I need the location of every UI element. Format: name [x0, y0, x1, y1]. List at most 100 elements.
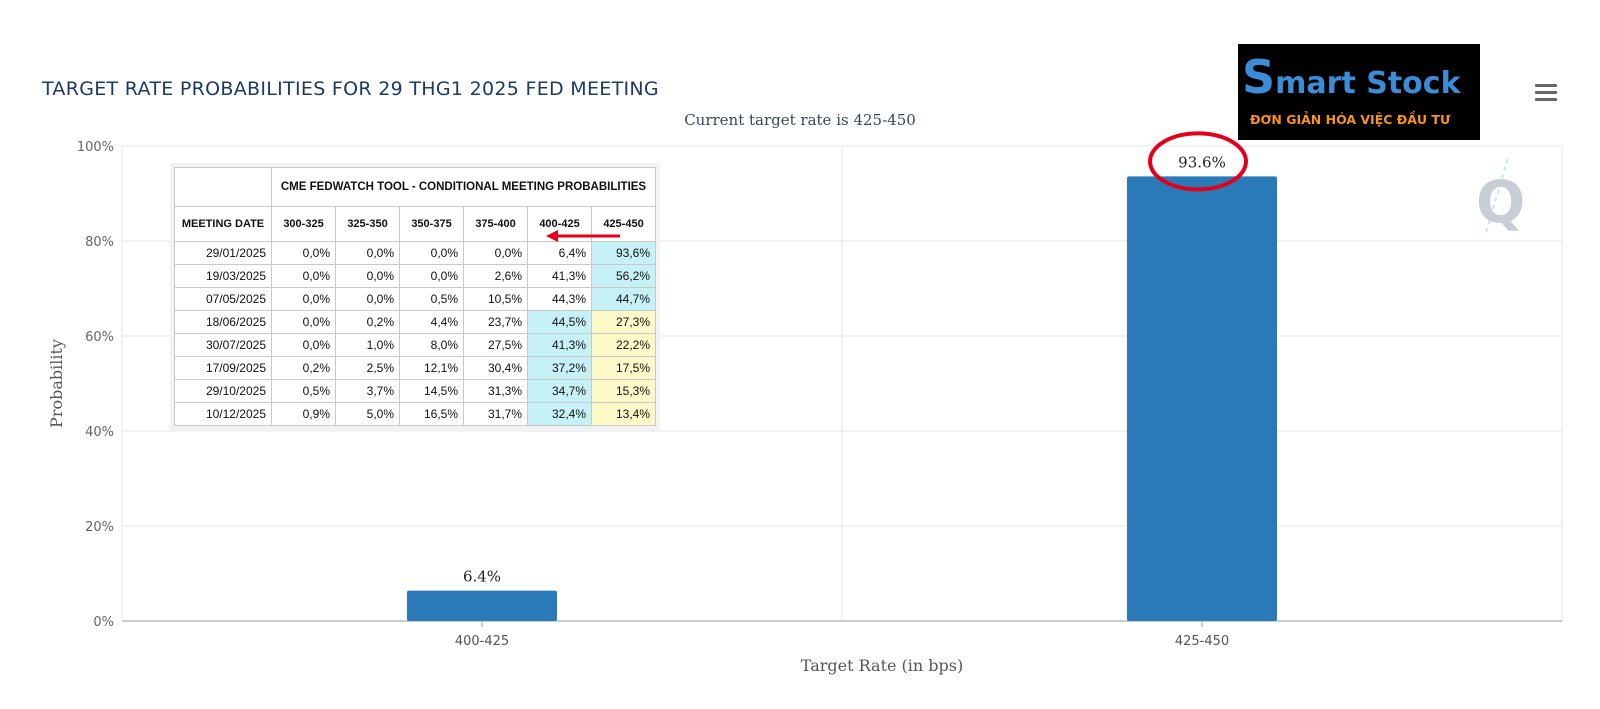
probability-cell: 31,3%	[463, 379, 528, 403]
probability-cell: 32,4%	[527, 402, 592, 426]
logo-brand-text: mart Stock	[1275, 66, 1461, 101]
logo-initial: S	[1242, 50, 1276, 104]
meeting-date-cell: 29/01/2025	[174, 241, 272, 265]
table-row: 17/09/2025 0,2% 2,5% 12,1% 30,4% 37,2% 17,5%	[174, 356, 656, 380]
probability-cell: 3,7%	[335, 379, 400, 403]
watermark-logo: Q	[1476, 168, 1526, 236]
probability-cell: 12,1%	[399, 356, 464, 380]
x-tick-label: 425-450	[1175, 634, 1229, 649]
hamburger-menu-icon[interactable]	[1535, 84, 1557, 102]
probability-cell: 41,3%	[527, 333, 592, 357]
smart-stock-logo: Smart Stock ĐƠN GIẢN HÓA VIỆC ĐẦU TƯ	[1238, 44, 1480, 140]
probability-cell: 0,5%	[271, 379, 336, 403]
red-arrow-icon	[546, 230, 620, 242]
probability-cell: 27,3%	[591, 310, 656, 334]
probability-cell: 8,0%	[399, 333, 464, 357]
probability-cell: 44,3%	[527, 287, 592, 311]
probability-cell: 0,2%	[335, 310, 400, 334]
table-corner-cell	[174, 167, 272, 207]
y-tick-label: 100%	[77, 140, 114, 155]
bar-value-label: 93.6%	[1178, 153, 1226, 171]
probability-cell: 31,7%	[463, 402, 528, 426]
probability-cell: 15,3%	[591, 379, 656, 403]
table-row: 30/07/2025 0,0% 1,0% 8,0% 27,5% 41,3% 22,2%	[174, 333, 656, 357]
bar-value-label: 6.4%	[463, 568, 501, 586]
probability-cell: 41,3%	[527, 264, 592, 288]
x-axis-title: Target Rate (in bps)	[801, 656, 963, 675]
probability-cell: 44,5%	[527, 310, 592, 334]
probability-cell: 0,5%	[399, 287, 464, 311]
table-row: 18/06/2025 0,0% 0,2% 4,4% 23,7% 44,5% 27,3%	[174, 310, 656, 334]
probability-cell: 0,0%	[271, 287, 336, 311]
x-tick-label: 400-425	[455, 634, 509, 649]
probability-cell: 5,0%	[335, 402, 400, 426]
chart-title: TARGET RATE PROBABILITIES FOR 29 THG1 20…	[42, 78, 659, 100]
highlight-circle	[1148, 131, 1248, 192]
table-title: CME FEDWATCH TOOL - CONDITIONAL MEETING …	[271, 167, 656, 207]
table-row: 29/10/2025 0,5% 3,7% 14,5% 31,3% 34,7% 15,3%	[174, 379, 656, 403]
probability-cell: 6,4%	[527, 241, 592, 265]
y-axis-title: Probability	[47, 339, 66, 428]
meeting-date-cell: 18/06/2025	[174, 310, 272, 334]
watermark-stripes	[1485, 157, 1509, 233]
probability-cell: 37,2%	[527, 356, 592, 380]
probability-cell: 10,5%	[463, 287, 528, 311]
y-tick-label: 40%	[85, 425, 114, 440]
probability-cell: 22,2%	[591, 333, 656, 357]
table-row: 07/05/2025 0,0% 0,0% 0,5% 10,5% 44,3% 44,7%	[174, 287, 656, 311]
probability-cell: 0,0%	[335, 287, 400, 311]
probability-cell: 44,7%	[591, 287, 656, 311]
probability-cell: 93,6%	[591, 241, 656, 265]
logo-slogan: ĐƠN GIẢN HÓA VIỆC ĐẦU TƯ	[1250, 112, 1451, 127]
probability-cell: 30,4%	[463, 356, 528, 380]
probability-cell: 0,0%	[463, 241, 528, 265]
header-meeting-date: MEETING DATE	[174, 206, 272, 242]
probability-cell: 0,0%	[271, 333, 336, 357]
probability-cell: 4,4%	[399, 310, 464, 334]
probability-cell: 14,5%	[399, 379, 464, 403]
table-row: 29/01/2025 0,0% 0,0% 0,0% 0,0% 6,4% 93,6%	[174, 241, 656, 265]
bar-400-425	[407, 590, 557, 621]
chart-subtitle: Current target rate is 425-450	[684, 111, 916, 129]
probability-cell: 2,5%	[335, 356, 400, 380]
probability-cell: 0,2%	[271, 356, 336, 380]
probability-cell: 0,9%	[271, 402, 336, 426]
probability-cell: 2,6%	[463, 264, 528, 288]
probability-cell: 0,0%	[335, 264, 400, 288]
meeting-date-cell: 07/05/2025	[174, 287, 272, 311]
table-row: 19/03/2025 0,0% 0,0% 0,0% 2,6% 41,3% 56,2%	[174, 264, 656, 288]
table-row: 10/12/2025 0,9% 5,0% 16,5% 31,7% 32,4% 13,4%	[174, 402, 656, 426]
probability-cell: 13,4%	[591, 402, 656, 426]
meeting-date-cell: 17/09/2025	[174, 356, 272, 380]
probability-cell: 1,0%	[335, 333, 400, 357]
meeting-date-cell: 19/03/2025	[174, 264, 272, 288]
fedwatch-table-panel: CME FEDWATCH TOOL - CONDITIONAL MEETING …	[170, 163, 660, 430]
header-rate-325-350: 325-350	[335, 206, 400, 242]
meeting-date-cell: 30/07/2025	[174, 333, 272, 357]
probability-cell: 0,0%	[271, 241, 336, 265]
probability-cell: 34,7%	[527, 379, 592, 403]
y-tick-label: 0%	[93, 615, 114, 630]
header-rate-375-400: 375-400	[463, 206, 528, 242]
probability-cell: 0,0%	[271, 310, 336, 334]
probability-cell: 17,5%	[591, 356, 656, 380]
fedwatch-probability-table: CME FEDWATCH TOOL - CONDITIONAL MEETING …	[174, 167, 656, 426]
probability-cell: 0,0%	[399, 241, 464, 265]
y-tick-label: 60%	[85, 330, 114, 345]
probability-cell: 56,2%	[591, 264, 656, 288]
y-tick-label: 80%	[85, 235, 114, 250]
probability-cell: 23,7%	[463, 310, 528, 334]
probability-cell: 0,0%	[399, 264, 464, 288]
header-rate-300-325: 300-325	[271, 206, 336, 242]
bar-425-450	[1127, 176, 1277, 621]
header-rate-350-375: 350-375	[399, 206, 464, 242]
probability-cell: 16,5%	[399, 402, 464, 426]
table-body: 29/01/2025 0,0% 0,0% 0,0% 0,0% 6,4% 93,6% 19/03…	[174, 241, 656, 426]
meeting-date-cell: 10/12/2025	[174, 402, 272, 426]
probability-cell: 0,0%	[335, 241, 400, 265]
y-tick-label: 20%	[85, 520, 114, 535]
meeting-date-cell: 29/10/2025	[174, 379, 272, 403]
header-rate-425-450: 425-450	[591, 206, 656, 242]
probability-cell: 0,0%	[271, 264, 336, 288]
